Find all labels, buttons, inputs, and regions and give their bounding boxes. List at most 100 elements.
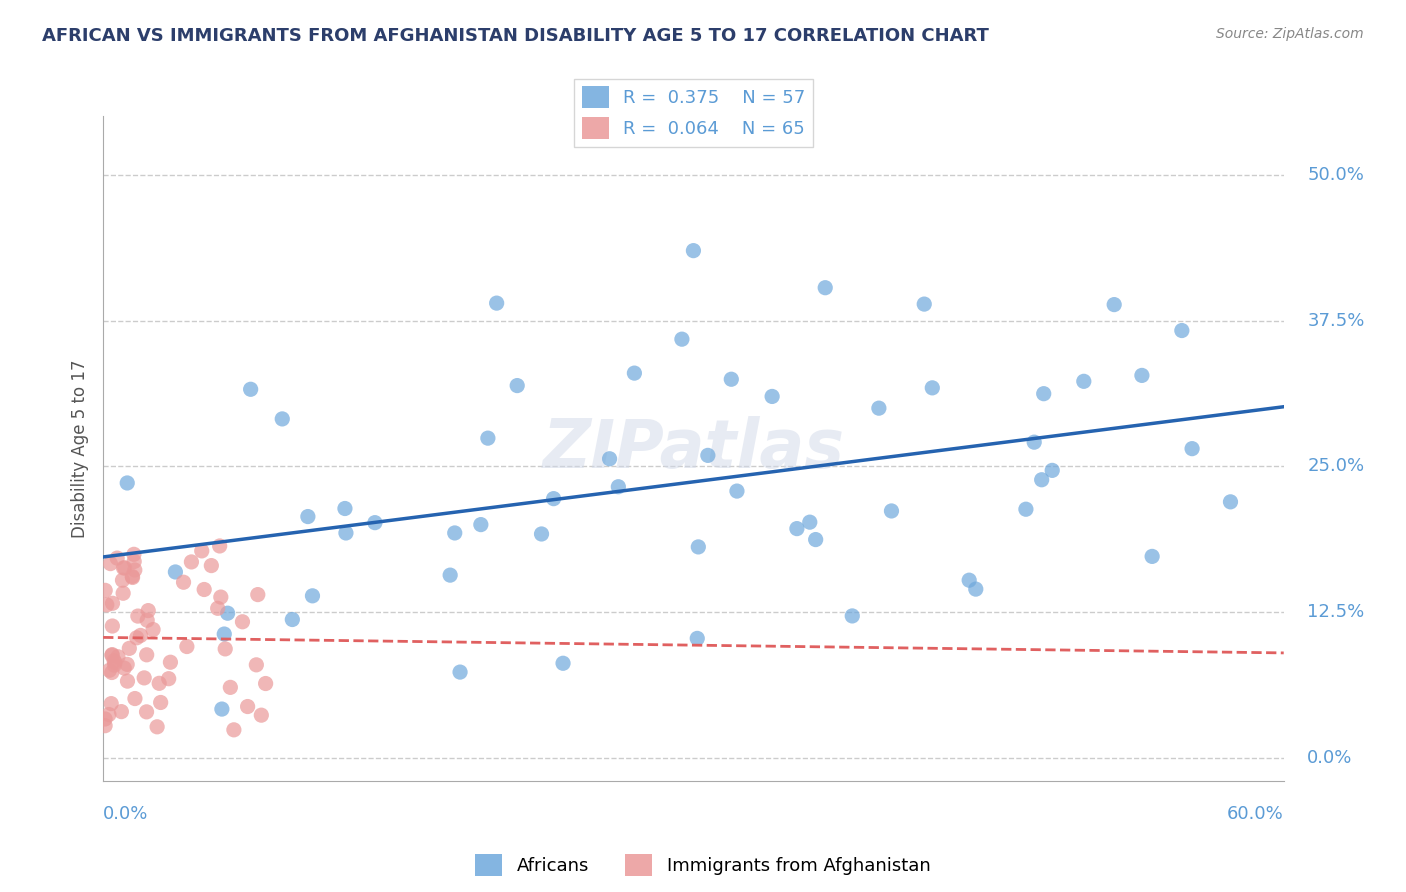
Point (122, 554, 145, 568)
Point (1140, 549, 1163, 564)
Text: 37.5%: 37.5% (1308, 311, 1365, 330)
Point (118, 641, 141, 656)
Point (217, 606, 239, 620)
Point (599, 451, 621, 466)
Point (271, 412, 294, 426)
Point (725, 484, 748, 499)
Point (173, 575, 195, 590)
Point (96, 598, 118, 612)
Point (94, 583, 117, 598)
Point (250, 708, 273, 723)
Point (103, 654, 125, 668)
Point (245, 657, 267, 672)
Point (180, 555, 202, 569)
Point (551, 657, 574, 671)
Point (301, 589, 323, 603)
Point (439, 568, 461, 582)
Point (786, 522, 808, 536)
Text: Source: ZipAtlas.com: Source: ZipAtlas.com (1216, 27, 1364, 41)
Point (443, 525, 465, 540)
Point (176, 640, 198, 654)
Point (129, 628, 152, 642)
Text: 0.0%: 0.0% (103, 805, 149, 822)
Point (1024, 435, 1046, 450)
Y-axis label: Disability Age 5 to 17: Disability Age 5 to 17 (72, 359, 89, 538)
Point (214, 627, 236, 641)
Point (222, 723, 245, 737)
Point (101, 596, 124, 610)
Point (111, 573, 134, 587)
Point (165, 565, 187, 579)
Point (1032, 386, 1054, 401)
Point (1171, 324, 1194, 338)
Point (1073, 374, 1095, 388)
Point (957, 573, 980, 587)
Point (208, 539, 231, 553)
Point (149, 696, 172, 710)
Point (146, 720, 169, 734)
Legend: R =  0.375    N = 57, R =  0.064    N = 65: R = 0.375 N = 57, R = 0.064 N = 65 (574, 79, 813, 146)
Point (94, 712, 117, 726)
Point (364, 516, 387, 530)
Point (1219, 495, 1241, 509)
Point (688, 540, 710, 554)
Point (105, 551, 128, 566)
Point (686, 632, 709, 646)
Point (101, 665, 124, 680)
Point (159, 655, 181, 669)
Point (135, 648, 157, 662)
Point (543, 491, 565, 506)
Point (682, 244, 704, 258)
Point (117, 674, 139, 689)
Point (207, 601, 229, 615)
Point (335, 525, 357, 540)
Point (121, 570, 143, 584)
Point (1040, 463, 1063, 477)
Point (101, 619, 124, 633)
Point (921, 381, 943, 395)
Point (136, 604, 159, 618)
Legend: Africans, Immigrants from Afghanistan: Africans, Immigrants from Afghanistan (468, 847, 938, 883)
Text: ZIPatlas: ZIPatlas (543, 416, 845, 482)
Point (115, 475, 138, 490)
Point (720, 372, 742, 386)
Text: 12.5%: 12.5% (1308, 603, 1365, 621)
Point (1031, 473, 1053, 487)
Point (912, 297, 935, 311)
Point (124, 691, 146, 706)
Point (530, 527, 553, 541)
Point (219, 681, 242, 695)
Point (449, 665, 471, 679)
Point (254, 676, 277, 690)
Point (100, 557, 122, 571)
Point (97, 707, 120, 722)
Point (107, 649, 129, 664)
Point (136, 613, 159, 627)
Point (239, 382, 262, 396)
Point (112, 561, 135, 575)
Text: 50.0%: 50.0% (1308, 166, 1364, 184)
Point (135, 705, 157, 719)
Point (142, 623, 165, 637)
Point (98, 663, 121, 677)
Text: 60.0%: 60.0% (1227, 805, 1284, 822)
Point (112, 661, 135, 675)
Point (477, 431, 499, 445)
Point (281, 613, 304, 627)
Point (231, 615, 253, 629)
Point (101, 648, 124, 662)
Point (671, 332, 693, 346)
Point (607, 480, 630, 494)
Text: AFRICAN VS IMMIGRANTS FROM AFGHANISTAN DISABILITY AGE 5 TO 17 CORRELATION CHART: AFRICAN VS IMMIGRANTS FROM AFGHANISTAN D… (42, 27, 988, 45)
Point (211, 702, 233, 716)
Point (193, 582, 215, 597)
Point (125, 631, 148, 645)
Point (965, 582, 987, 596)
Point (841, 609, 863, 624)
Point (148, 676, 170, 690)
Point (696, 449, 718, 463)
Point (623, 366, 645, 380)
Point (112, 586, 135, 600)
Point (1130, 368, 1153, 383)
Point (115, 657, 138, 672)
